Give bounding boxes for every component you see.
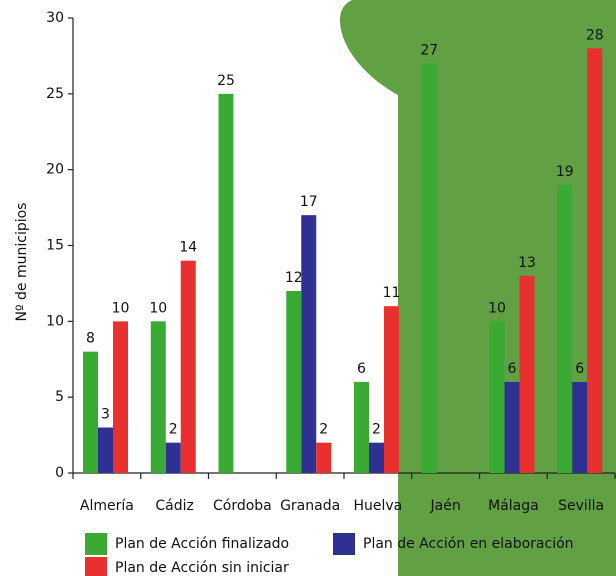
value-label: 13 [518,255,536,271]
bar [165,442,181,473]
y-axis-label: Nº de municipios [14,203,30,322]
legend-label: Plan de Acción sin iniciar [115,560,289,576]
value-label: 25 [217,73,235,89]
bar [316,442,332,473]
y-tick-label: 10 [46,313,64,329]
value-label: 10 [149,300,167,316]
x-tick-label: Jaén [430,498,461,514]
bar [489,321,505,473]
value-label: 14 [179,240,197,256]
x-tick-label: Sevilla [558,498,604,514]
value-label: 2 [169,422,178,438]
bar [369,442,384,473]
bar [98,427,113,473]
x-tick-label: Granada [280,498,340,514]
value-label: 2 [372,422,381,438]
value-label: 6 [357,361,366,377]
bar [218,93,234,473]
bar [286,291,302,473]
bar [587,48,603,473]
x-tick-label: Almería [80,498,134,514]
legend-swatch [85,557,107,576]
value-label: 19 [556,164,574,180]
value-label: 3 [101,407,110,423]
value-label: 10 [112,300,130,316]
value-label: 27 [420,43,438,59]
bar [150,321,166,473]
x-tick-label: Málaga [488,498,539,514]
bar [421,63,437,473]
x-tick-label: Córdoba [213,498,272,514]
bar [504,382,520,473]
legend-label: Plan de Acción finalizado [115,536,289,552]
legend-swatch [85,533,107,555]
value-label: 28 [586,27,604,43]
y-tick-label: 25 [46,86,64,102]
y-tick-label: 30 [46,10,64,26]
bar [354,382,369,473]
y-tick-label: 5 [55,389,64,405]
value-label: 17 [300,194,318,210]
value-label: 2 [319,422,328,438]
background-shape [340,0,616,576]
value-label: 10 [488,300,506,316]
legend-swatch [333,533,355,555]
bar [572,382,588,473]
y-tick-label: 15 [46,238,64,254]
value-label: 6 [508,361,517,377]
bar [113,321,128,473]
bar [301,215,317,473]
bar [519,275,535,473]
bar [384,306,399,473]
y-tick-label: 20 [46,162,64,178]
bar [180,260,196,473]
value-label: 6 [575,361,584,377]
x-tick-label: Huelva [353,498,402,514]
bar [83,351,98,473]
legend-label: Plan de Acción en elaboración [363,536,574,552]
y-tick-label: 0 [55,465,64,481]
value-label: 11 [383,285,401,301]
x-tick-label: Cádiz [155,498,193,514]
value-label: 12 [285,270,303,286]
bar [557,184,573,474]
value-label: 8 [86,331,95,347]
